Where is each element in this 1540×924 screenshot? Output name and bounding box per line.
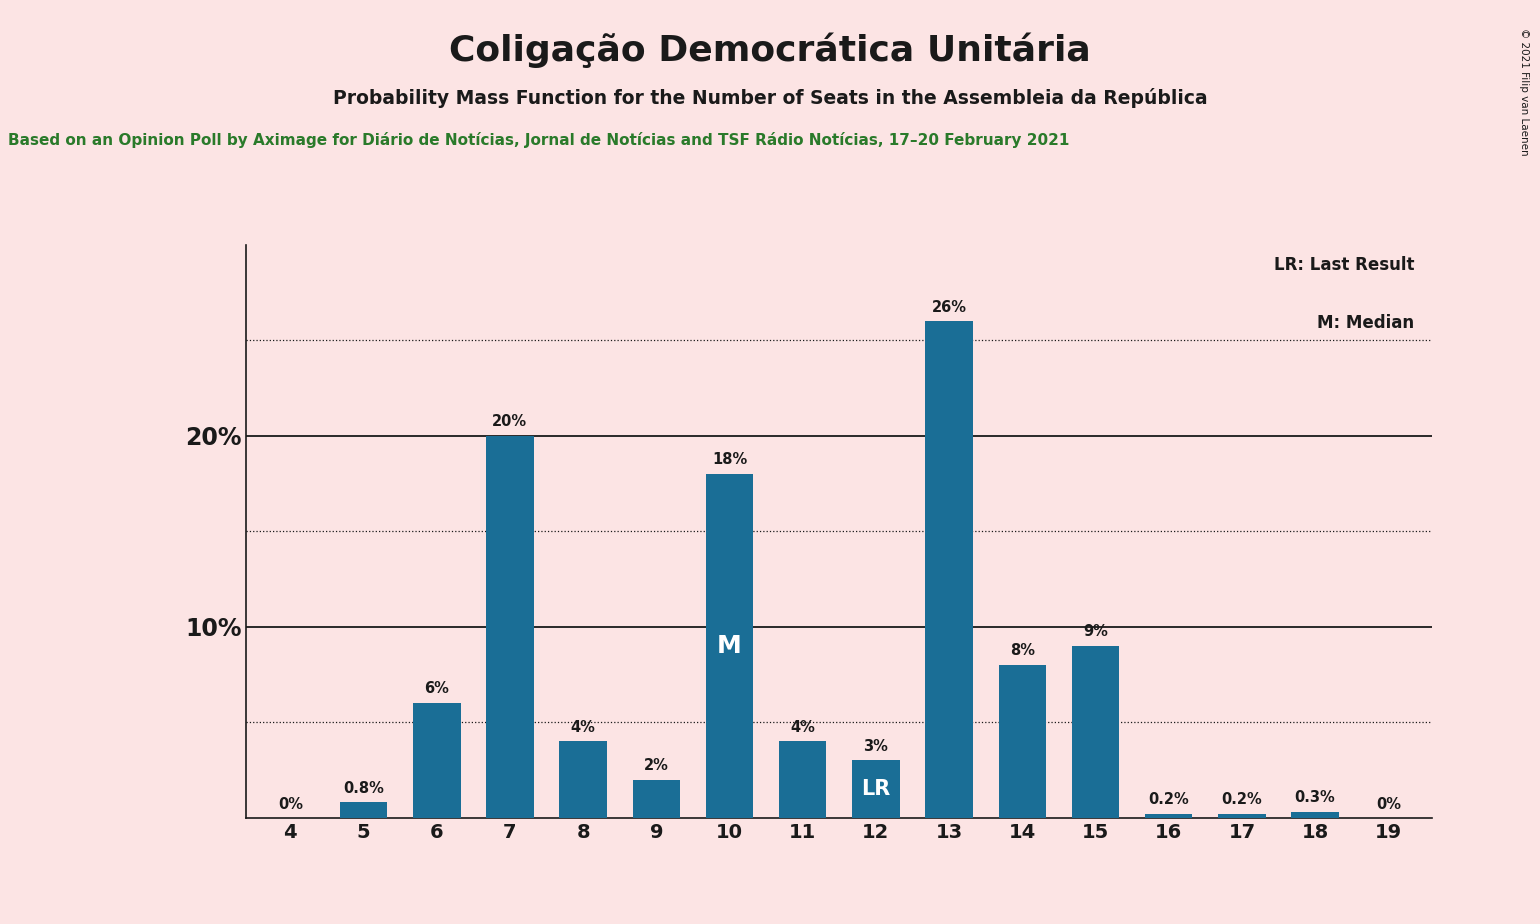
Text: 2%: 2% [644, 758, 668, 772]
Text: 0%: 0% [1375, 797, 1401, 812]
Text: M: M [718, 634, 742, 658]
Text: 6%: 6% [425, 682, 450, 697]
Text: Coligação Democrática Unitária: Coligação Democrática Unitária [450, 32, 1090, 67]
Bar [779, 741, 827, 818]
Bar [633, 780, 681, 818]
Text: 26%: 26% [932, 299, 967, 314]
Text: 3%: 3% [864, 739, 889, 754]
Text: 0%: 0% [277, 797, 303, 812]
Text: 4%: 4% [571, 720, 596, 735]
Text: Based on an Opinion Poll by Aximage for Diário de Notícias, Jornal de Notícias a: Based on an Opinion Poll by Aximage for … [8, 132, 1069, 148]
Text: Probability Mass Function for the Number of Seats in the Assembleia da República: Probability Mass Function for the Number… [333, 88, 1207, 108]
Text: LR: Last Result: LR: Last Result [1274, 256, 1414, 274]
Bar [852, 760, 899, 818]
Text: 0.8%: 0.8% [343, 781, 383, 796]
Bar [1218, 814, 1266, 818]
Text: 0.3%: 0.3% [1295, 790, 1335, 806]
Text: 0.2%: 0.2% [1149, 792, 1189, 808]
Text: 18%: 18% [711, 453, 747, 468]
Text: 8%: 8% [1010, 643, 1035, 658]
Bar [705, 474, 753, 818]
Bar [1292, 812, 1338, 818]
Bar [487, 436, 534, 818]
Text: © 2021 Filip van Laenen: © 2021 Filip van Laenen [1520, 28, 1529, 155]
Bar [559, 741, 607, 818]
Bar [413, 703, 460, 818]
Bar [926, 322, 973, 818]
Text: 4%: 4% [790, 720, 815, 735]
Bar [998, 665, 1046, 818]
Text: 20%: 20% [493, 414, 528, 429]
Bar [1072, 646, 1120, 818]
Bar [340, 802, 387, 818]
Text: LR: LR [861, 779, 890, 799]
Text: 9%: 9% [1083, 625, 1107, 639]
Bar [1144, 814, 1192, 818]
Text: M: Median: M: Median [1317, 313, 1414, 332]
Text: 0.2%: 0.2% [1221, 792, 1263, 808]
